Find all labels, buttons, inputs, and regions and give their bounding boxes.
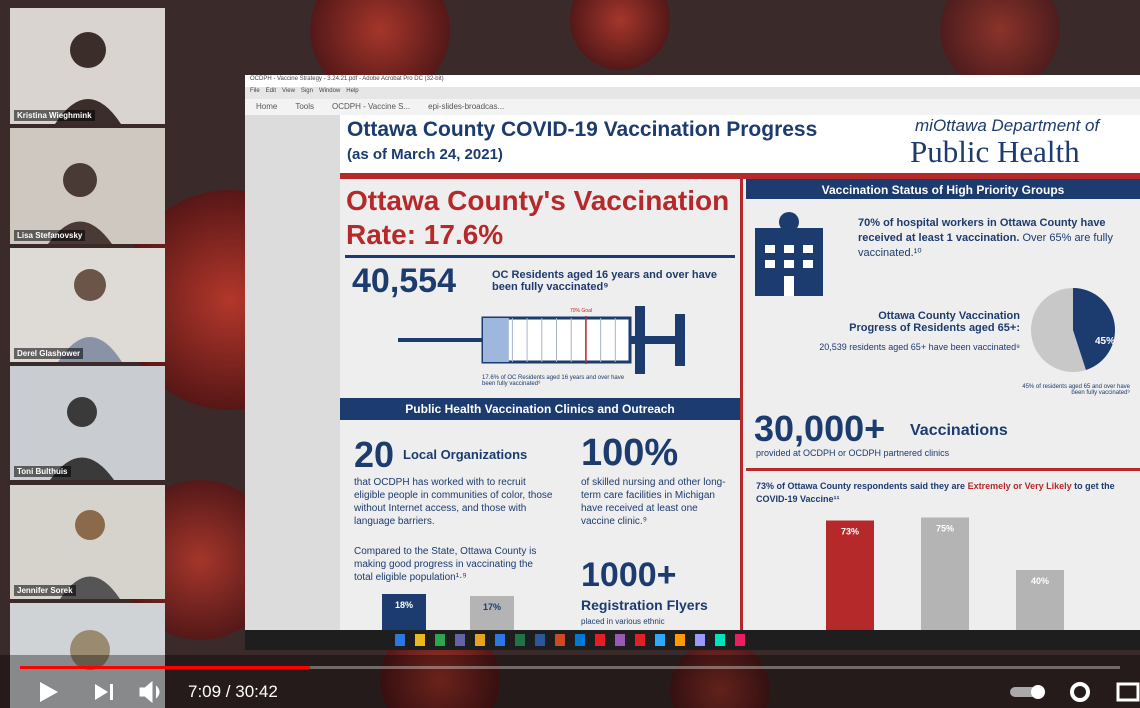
participant-name: Toni Bulthuis <box>14 466 71 477</box>
survey-b: Extremely or Very Likely <box>968 481 1072 491</box>
tab[interactable]: Tools <box>295 102 314 111</box>
screen: 18% 17% 73% 75% 40% 45% Kristina Wieghmink Li… <box>0 0 1140 708</box>
menu-item[interactable]: Help <box>346 88 358 94</box>
bar-label: 75% <box>936 524 954 534</box>
priority-heading: Vaccination Status of High Priority Grou… <box>746 183 1140 197</box>
rate-heading: Ottawa County's Vaccination Rate: 17.6% <box>346 184 736 252</box>
bar <box>826 521 874 631</box>
syringe-note: 17.6% of OC Residents aged 16 years and … <box>482 375 632 387</box>
syringe-fill <box>483 318 509 362</box>
menu-item[interactable]: Sign <box>301 88 313 94</box>
syringe-flange <box>635 306 645 374</box>
tab[interactable]: OCDPH - Vaccine S... <box>332 102 410 111</box>
tab-bar: Home Tools OCDPH - Vaccine S... epi-slides-… <box>256 102 504 111</box>
orgs-count: 20 <box>354 434 394 476</box>
bar-label: 73% <box>841 527 859 537</box>
ltc-count: 100% <box>581 432 678 475</box>
syringe-needle <box>398 338 483 342</box>
survey-text: 73% of Ottawa County respondents said th… <box>756 480 1136 506</box>
slide-title: Ottawa County COVID-19 Vaccination Progr… <box>347 118 817 142</box>
taskbar <box>245 630 1140 650</box>
flyers-label: Registration Flyers <box>581 597 708 613</box>
participant-name: Jennifer Sorek <box>14 585 76 596</box>
scene: 18% 17% 73% 75% 40% 45% <box>0 0 1140 708</box>
participant-name: Lisa Stefanovsky <box>14 230 85 241</box>
residents-count: 40,554 <box>352 262 456 301</box>
menu-item[interactable]: View <box>282 88 295 94</box>
participant-name: Derel Glashower <box>14 348 83 359</box>
hospital-text: 70% of hospital workers in Ottawa County… <box>858 216 1133 261</box>
pie-label: 45% <box>1095 336 1115 347</box>
flyers-count: 1000+ <box>581 556 677 595</box>
bar-label: 40% <box>1031 576 1049 586</box>
slide-subtitle: (as of March 24, 2021) <box>347 146 503 163</box>
vacc-label: Vaccinations <box>910 422 1008 440</box>
survey-a: 73% of Ottawa County respondents said th… <box>756 481 968 491</box>
seniors-text: 20,539 residents aged 65+ have been vacc… <box>760 342 1020 352</box>
tab[interactable]: epi-slides-broadcas... <box>428 102 504 111</box>
flyers-text: placed in various ethnic <box>581 617 665 626</box>
time-display: 7:09 / 30:42 <box>188 682 278 702</box>
window-title: OCDPH - Vaccine Strategy - 3.24.21.pdf -… <box>250 76 444 82</box>
logo-top: miOttawa Department of <box>915 116 1099 136</box>
outreach-heading: Public Health Vaccination Clinics and Ou… <box>340 402 740 416</box>
pie-note: 45% of residents aged 65 and over have b… <box>1010 384 1130 396</box>
orgs-text: that OCDPH has worked with to recruit el… <box>354 476 559 528</box>
orgs-label: Local Organizations <box>403 447 527 462</box>
bar-label: 17% <box>483 602 501 612</box>
tab[interactable]: Home <box>256 102 277 111</box>
ltc-text: of skilled nursing and other long-term c… <box>581 476 731 528</box>
goal-label: 70% Goal <box>570 308 592 314</box>
vacc-text: provided at OCDPH or OCDPH partnered cli… <box>756 448 949 458</box>
bar-label: 18% <box>395 600 413 610</box>
menu-bar: File Edit View Sign Window Help <box>250 88 359 94</box>
menu-item[interactable]: File <box>250 88 260 94</box>
menu-item[interactable]: Edit <box>266 88 276 94</box>
logo-bottom: Public Health <box>910 134 1080 170</box>
menu-item[interactable]: Window <box>319 88 340 94</box>
bar <box>921 518 969 631</box>
residents-text: OC Residents aged 16 years and over have… <box>492 269 722 293</box>
vacc-count: 30,000+ <box>754 408 885 450</box>
compare-text: Compared to the State, Ottawa County is … <box>354 545 554 584</box>
participant-name: Kristina Wieghmink <box>14 110 95 121</box>
syringe-end <box>675 314 685 366</box>
progress-played <box>20 666 310 669</box>
seniors-heading: Ottawa County Vaccination Progress of Re… <box>830 310 1020 334</box>
